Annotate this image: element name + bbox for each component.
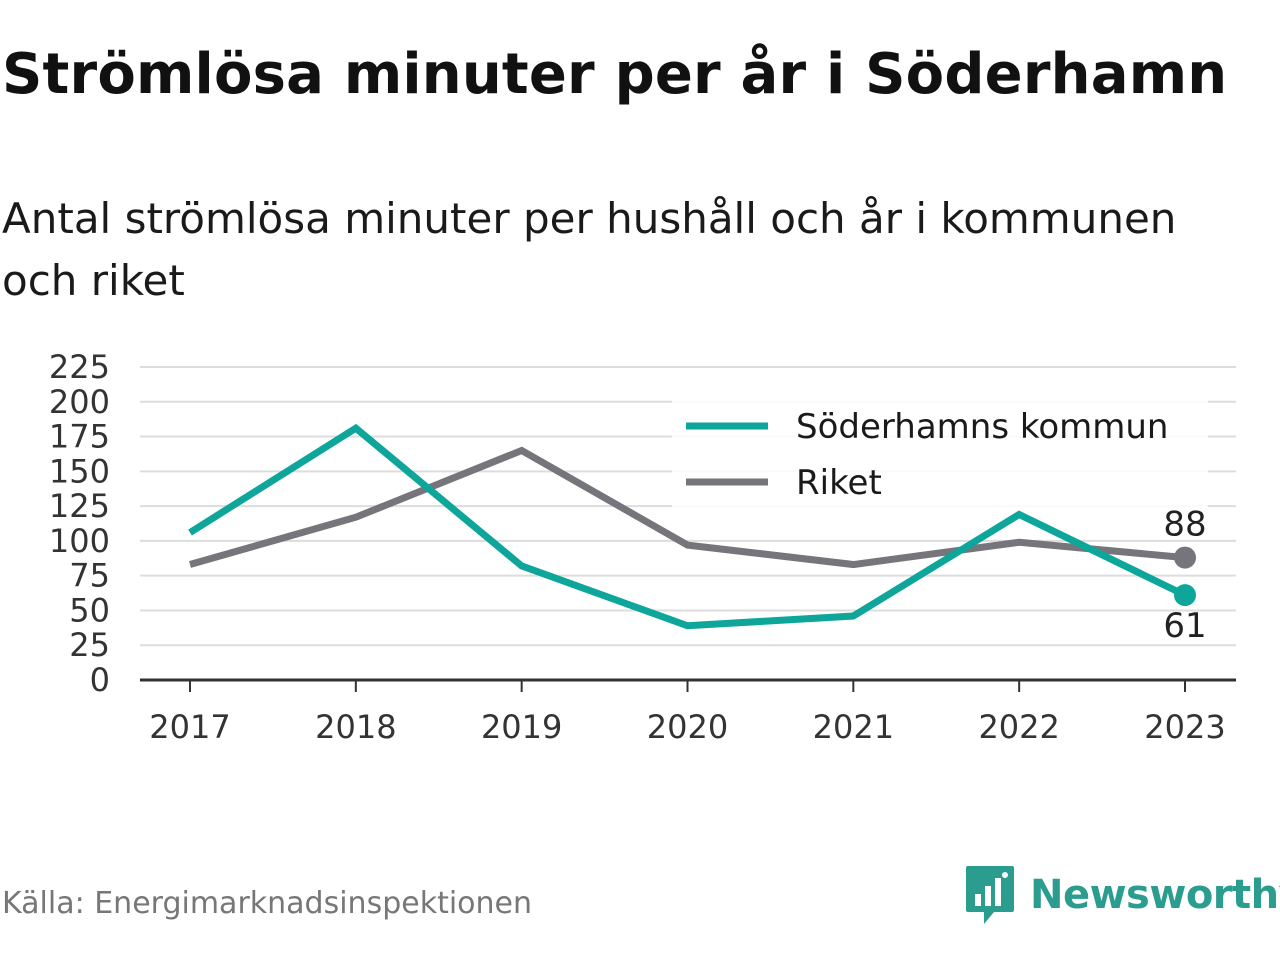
series-line bbox=[189, 446, 1186, 569]
x-tick-label: 2019 bbox=[481, 708, 562, 746]
y-tick-label: 150 bbox=[49, 452, 110, 490]
x-tick-label: 2022 bbox=[978, 708, 1059, 746]
end-point-marker bbox=[1174, 546, 1196, 569]
x-tick-label: 2021 bbox=[813, 708, 894, 746]
y-tick-label: 25 bbox=[69, 626, 110, 664]
x-tick-label: 2020 bbox=[647, 708, 728, 746]
chart-subtitle: Antal strömlösa minuter per hushåll och … bbox=[2, 194, 1177, 305]
legend-label: Riket bbox=[796, 463, 882, 503]
x-tick-label: 2023 bbox=[1144, 708, 1225, 746]
y-tick-label: 175 bbox=[49, 418, 110, 456]
x-tick-label: 2017 bbox=[149, 708, 230, 746]
y-tick-label: 225 bbox=[49, 348, 110, 386]
end-value-label: 61 bbox=[1163, 606, 1206, 646]
series-line bbox=[188, 423, 1187, 630]
y-tick-label: 50 bbox=[69, 591, 110, 629]
brand-logo: Newsworthy bbox=[964, 862, 1280, 928]
legend-label: Söderhamns kommun bbox=[796, 407, 1168, 447]
brand-name: Newsworthy bbox=[1030, 872, 1280, 918]
chart-title: Strömlösa minuter per år i Söderhamn bbox=[2, 42, 1228, 107]
x-tick-label: 2018 bbox=[315, 708, 396, 746]
source-note: Källa: Energimarknadsinspektionen bbox=[2, 886, 533, 921]
series-lines bbox=[188, 423, 1196, 630]
legend: Söderhamns kommun Riket bbox=[672, 400, 1208, 508]
end-value-label: 88 bbox=[1163, 505, 1206, 545]
legend-box bbox=[672, 400, 1208, 508]
end-point-marker bbox=[1174, 584, 1196, 607]
newsworthy-logo-icon bbox=[966, 866, 1014, 924]
y-tick-label: 75 bbox=[69, 557, 110, 595]
y-tick-label: 200 bbox=[49, 383, 110, 421]
y-tick-label: 100 bbox=[49, 522, 110, 560]
y-tick-label: 125 bbox=[49, 487, 110, 525]
end-labels: 61 88 bbox=[1163, 505, 1206, 647]
y-tick-label: 0 bbox=[90, 661, 110, 699]
x-axis: 2017 2018 2019 2020 2021 2022 2023 bbox=[140, 678, 1236, 746]
